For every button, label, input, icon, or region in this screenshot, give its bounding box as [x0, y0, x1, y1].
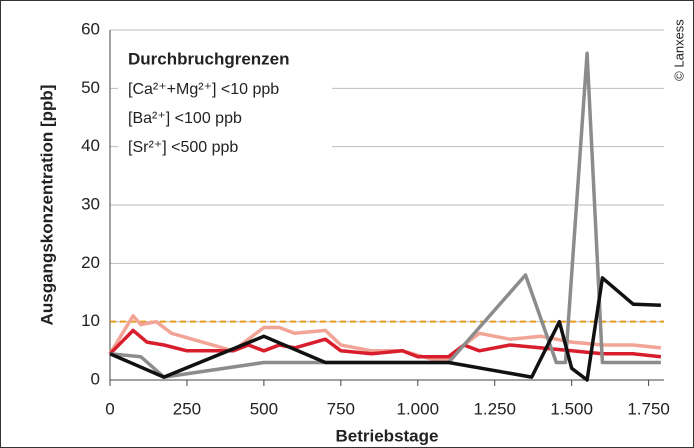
- x-axis-title: Betriebstage: [336, 426, 439, 445]
- x-tick-label: 1.250: [473, 399, 516, 418]
- note: [Ba²⁺] <100 ppb: [128, 110, 242, 127]
- x-tick-label: 1.500: [550, 399, 593, 418]
- x-tick-label: 250: [173, 399, 201, 418]
- x-tick-label: 750: [327, 399, 355, 418]
- y-tick-label: 20: [81, 253, 100, 272]
- y-axis-title: Ausgangskonzentration [ppb]: [37, 85, 56, 326]
- y-tick-label: 60: [81, 19, 100, 38]
- x-tick-label: 1.000: [397, 399, 440, 418]
- note: [Ca²⁺+Mg²⁺] <10 ppb: [128, 81, 279, 98]
- y-tick-label: 10: [81, 311, 100, 330]
- x-tick-label: 1.750: [627, 399, 670, 418]
- note-box: [118, 44, 332, 166]
- y-tick-label: 40: [81, 136, 100, 155]
- y-tick-label: 50: [81, 78, 100, 97]
- x-tick-label: 0: [105, 399, 114, 418]
- note-title: Durchbruchgrenzen: [128, 49, 290, 68]
- y-tick-label: 30: [81, 194, 100, 213]
- y-tick-label: 0: [91, 369, 100, 388]
- note: [Sr²⁺] <500 ppb: [128, 139, 238, 156]
- credit: © Lanxess: [671, 19, 686, 81]
- x-tick-label: 500: [250, 399, 278, 418]
- series-line: [109, 276, 661, 382]
